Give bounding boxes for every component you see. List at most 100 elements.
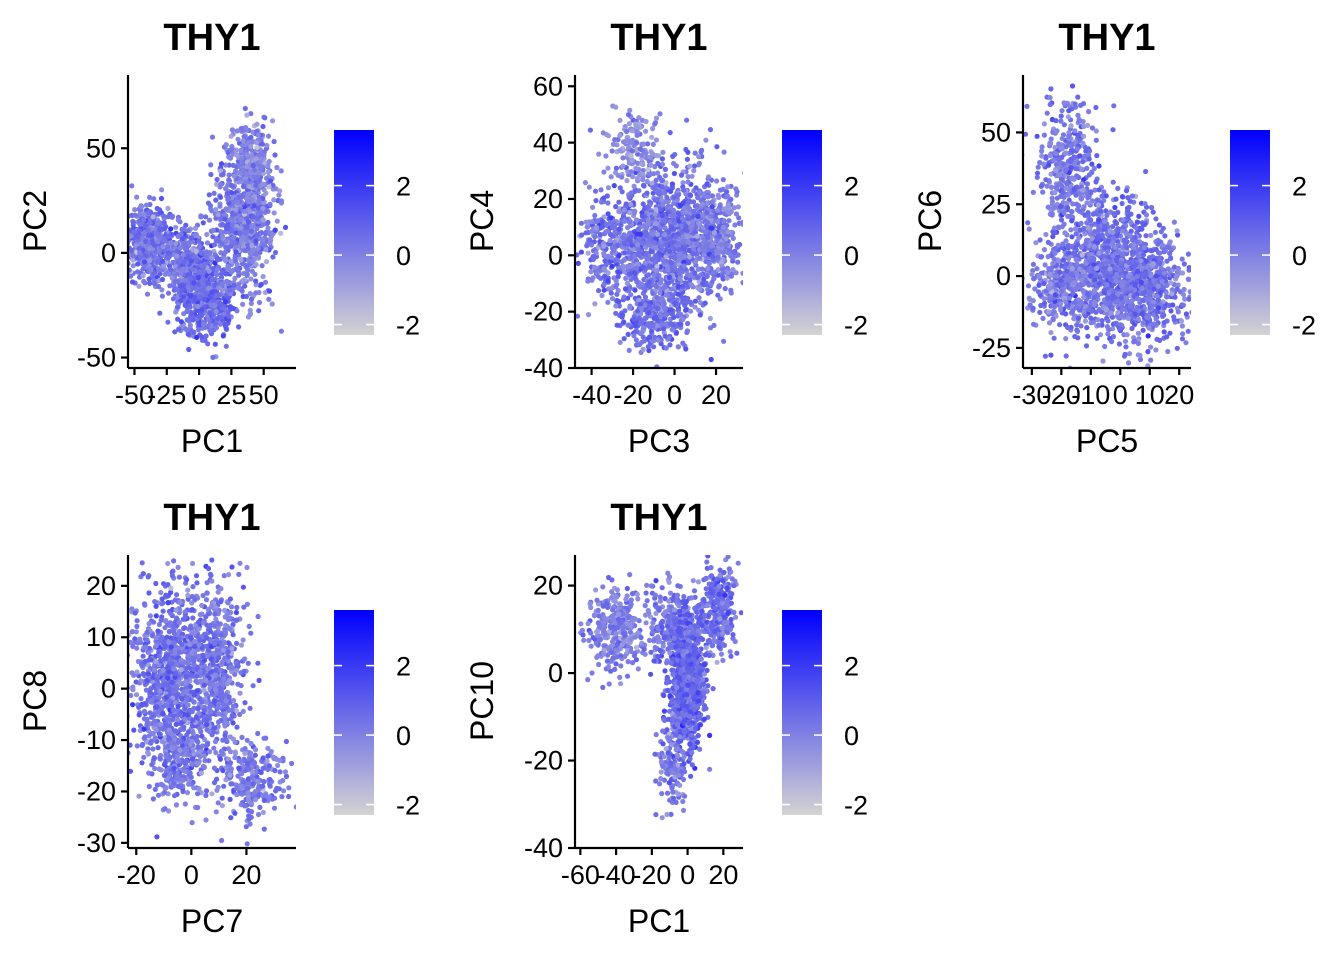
cell-point bbox=[265, 133, 272, 139]
cell-point bbox=[665, 199, 671, 205]
cell-point bbox=[660, 149, 666, 155]
cell-point bbox=[1128, 219, 1134, 225]
cell-point bbox=[226, 317, 232, 323]
y-tick-label: -40 bbox=[524, 353, 563, 383]
cell-point bbox=[188, 276, 194, 282]
cell-point bbox=[662, 231, 668, 238]
cell-point bbox=[634, 140, 640, 146]
cell-point bbox=[720, 177, 726, 183]
y-tick-label: 60 bbox=[533, 71, 563, 101]
cell-point bbox=[692, 298, 699, 304]
cell-point bbox=[128, 233, 134, 239]
cell-point bbox=[629, 158, 636, 164]
cell-point bbox=[211, 282, 217, 288]
cell-point bbox=[725, 193, 731, 199]
cell-point bbox=[639, 161, 645, 167]
cell-point bbox=[657, 111, 663, 117]
cell-point bbox=[662, 173, 669, 179]
cell-point bbox=[716, 224, 722, 231]
cell-point bbox=[1079, 166, 1085, 172]
cell-point bbox=[630, 209, 637, 215]
cell-point bbox=[668, 260, 675, 266]
cell-point bbox=[243, 179, 249, 185]
cell-point bbox=[649, 256, 656, 262]
cell-point bbox=[265, 163, 271, 169]
cell-point bbox=[685, 272, 691, 278]
cell-point bbox=[203, 254, 210, 260]
cell-point bbox=[700, 245, 706, 251]
cell-point bbox=[190, 266, 196, 272]
cell-point bbox=[236, 194, 242, 200]
cell-point bbox=[235, 136, 241, 142]
cell-point bbox=[130, 219, 136, 225]
cell-point bbox=[637, 231, 644, 237]
cell-point bbox=[704, 210, 710, 216]
cell-point bbox=[193, 248, 199, 254]
cell-point bbox=[722, 286, 728, 292]
cell-point bbox=[626, 210, 633, 216]
cell-point bbox=[669, 292, 676, 298]
cell-point bbox=[726, 218, 732, 224]
cell-point bbox=[246, 191, 252, 197]
cell-point bbox=[240, 183, 246, 190]
cell-point bbox=[686, 206, 693, 212]
cell-point bbox=[1041, 132, 1047, 138]
cell-point bbox=[181, 298, 187, 304]
cell-point bbox=[657, 290, 663, 296]
cell-point bbox=[241, 134, 247, 140]
cell-point bbox=[707, 127, 714, 133]
cell-point bbox=[215, 292, 222, 299]
cell-point bbox=[238, 126, 244, 132]
cell-point bbox=[592, 234, 598, 240]
cell-point bbox=[627, 230, 633, 236]
cell-point bbox=[651, 315, 657, 321]
cell-point bbox=[242, 262, 248, 268]
cell-point bbox=[209, 289, 215, 295]
cell-point bbox=[640, 346, 646, 352]
cell-point bbox=[258, 166, 264, 172]
cell-point bbox=[198, 312, 204, 318]
cell-point bbox=[244, 271, 250, 277]
x-tick-label: 50 bbox=[249, 380, 279, 410]
cell-point bbox=[635, 251, 641, 258]
cell-point bbox=[629, 242, 635, 248]
cell-point bbox=[672, 220, 678, 226]
cell-point bbox=[653, 207, 659, 213]
cell-point bbox=[667, 219, 673, 225]
cell-point bbox=[1068, 227, 1074, 233]
cell-point bbox=[592, 264, 598, 271]
cell-point bbox=[690, 199, 697, 205]
cell-point bbox=[588, 242, 595, 248]
cell-point bbox=[679, 215, 686, 221]
cell-point bbox=[701, 252, 707, 258]
cell-point bbox=[272, 152, 278, 158]
cell-point bbox=[231, 173, 237, 179]
cell-point bbox=[241, 247, 247, 253]
cell-point bbox=[730, 267, 736, 273]
cell-point bbox=[191, 329, 197, 335]
cell-point bbox=[684, 328, 691, 334]
cell-point bbox=[1063, 238, 1069, 244]
cell-point bbox=[680, 296, 686, 302]
cell-point bbox=[250, 174, 257, 180]
cell-point bbox=[215, 285, 222, 291]
cell-point bbox=[591, 254, 597, 260]
cell-point bbox=[1058, 176, 1065, 182]
cell-point bbox=[602, 273, 608, 279]
cell-point bbox=[708, 281, 714, 288]
cell-point bbox=[1086, 109, 1092, 115]
cell-point bbox=[605, 200, 611, 206]
cell-point bbox=[1066, 130, 1072, 136]
cell-point bbox=[633, 123, 639, 130]
cell-point bbox=[608, 174, 614, 180]
cell-point bbox=[248, 276, 254, 282]
cell-point bbox=[250, 222, 256, 229]
cell-point bbox=[696, 255, 703, 261]
cell-point bbox=[185, 280, 191, 286]
cell-point bbox=[204, 240, 211, 246]
cell-point bbox=[617, 147, 623, 153]
cell-point bbox=[188, 311, 194, 317]
cell-point bbox=[645, 221, 651, 227]
x-tick-label: -50 bbox=[115, 380, 154, 410]
